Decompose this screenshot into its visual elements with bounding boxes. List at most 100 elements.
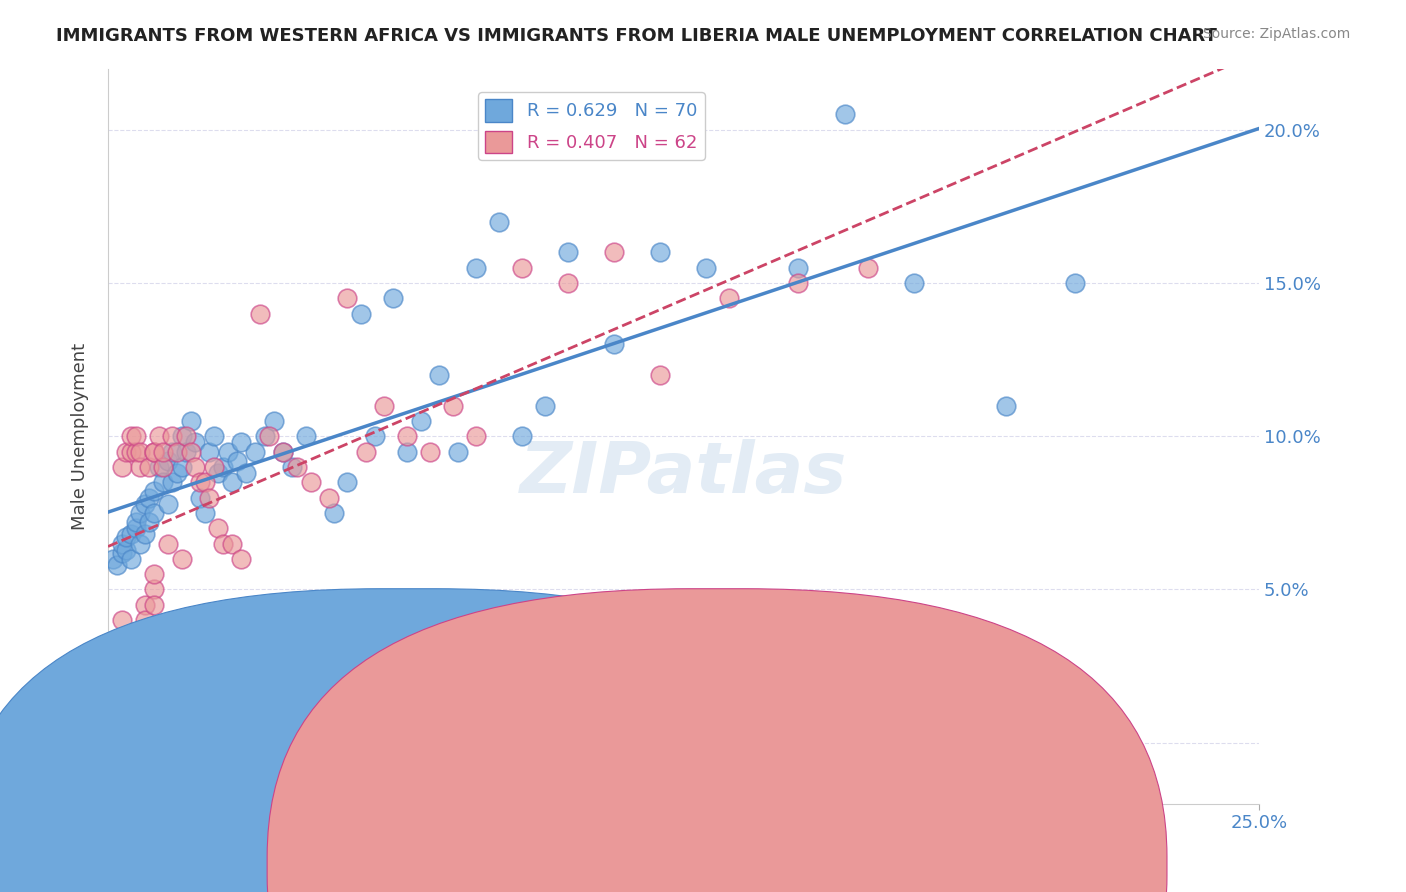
Point [235, 466, 257, 480]
Point [129, 459, 152, 474]
Point [194, 506, 217, 520]
Point [429, 368, 451, 382]
Point [364, 429, 387, 443]
Point [263, 414, 285, 428]
Y-axis label: Male Unemployment: Male Unemployment [72, 343, 89, 530]
Point [336, 291, 359, 305]
Point [143, 659, 166, 673]
Point [143, 444, 166, 458]
Point [120, 551, 142, 566]
Text: Source: ZipAtlas.com: Source: ZipAtlas.com [1202, 27, 1350, 41]
Point [143, 484, 166, 499]
Point [198, 491, 221, 505]
Point [120, 429, 142, 443]
Point [111, 613, 134, 627]
Point [170, 551, 193, 566]
Point [152, 475, 174, 490]
Point [271, 444, 294, 458]
Point [834, 107, 856, 121]
Point [441, 399, 464, 413]
Point [124, 515, 146, 529]
Point [143, 506, 166, 520]
Point [166, 466, 188, 480]
Point [129, 536, 152, 550]
Point [152, 444, 174, 458]
Point [134, 497, 156, 511]
Point [382, 291, 405, 305]
Text: Immigrants from Western Africa: Immigrants from Western Africa [360, 856, 624, 874]
Point [231, 551, 253, 566]
Text: ZIPatlas: ZIPatlas [520, 439, 846, 508]
Point [465, 429, 488, 443]
Point [271, 444, 294, 458]
Point [354, 444, 377, 458]
Point [299, 475, 322, 490]
Point [447, 444, 470, 458]
Point [174, 429, 197, 443]
Point [207, 521, 229, 535]
Point [120, 444, 142, 458]
Point [239, 628, 262, 642]
Point [396, 429, 419, 443]
Point [194, 475, 217, 490]
Point [170, 429, 193, 443]
Point [148, 459, 170, 474]
Point [180, 414, 202, 428]
Point [115, 444, 138, 458]
Point [409, 414, 432, 428]
Point [180, 444, 202, 458]
Point [134, 598, 156, 612]
Point [488, 215, 510, 229]
Point [124, 444, 146, 458]
Point [111, 536, 134, 550]
Point [101, 551, 124, 566]
Point [156, 497, 179, 511]
Point [188, 475, 211, 490]
Point [101, 736, 124, 750]
Point [162, 475, 184, 490]
Point [245, 444, 267, 458]
Point [162, 429, 184, 443]
Point [787, 276, 810, 290]
Point [903, 276, 925, 290]
Point [148, 429, 170, 443]
Point [221, 536, 243, 550]
Point [336, 475, 359, 490]
Point [138, 491, 160, 505]
Point [138, 459, 160, 474]
Point [281, 459, 304, 474]
Point [225, 454, 247, 468]
Point [650, 368, 672, 382]
Point [111, 546, 134, 560]
Point [124, 429, 146, 443]
Point [143, 444, 166, 458]
Point [202, 459, 225, 474]
Point [557, 276, 579, 290]
Point [129, 444, 152, 458]
Point [129, 506, 152, 520]
Point [1063, 276, 1085, 290]
Point [134, 527, 156, 541]
Point [249, 307, 271, 321]
Point [162, 444, 184, 458]
Point [373, 399, 395, 413]
Point [534, 399, 557, 413]
Point [188, 491, 211, 505]
Point [510, 429, 533, 443]
Point [143, 674, 166, 689]
Point [718, 291, 741, 305]
Point [105, 736, 128, 750]
Point [212, 536, 235, 550]
Point [510, 260, 533, 275]
Point [650, 245, 672, 260]
Point [465, 260, 488, 275]
Point [143, 649, 166, 664]
Point [308, 644, 330, 658]
Point [124, 521, 146, 535]
Point [120, 527, 142, 541]
Point [202, 429, 225, 443]
Point [787, 260, 810, 275]
Point [143, 598, 166, 612]
Point [695, 260, 717, 275]
Point [143, 644, 166, 658]
